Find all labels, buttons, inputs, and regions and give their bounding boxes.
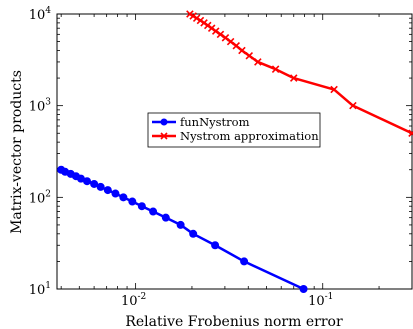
- data-point: [128, 197, 137, 206]
- data-point: [196, 16, 205, 25]
- data-point: [204, 21, 212, 30]
- data-point: [226, 37, 235, 46]
- data-point: [103, 186, 112, 195]
- data-point: [299, 285, 308, 293]
- y-tick-label: 102: [29, 189, 51, 206]
- x-axis-ticks: 10-2 10-1: [60, 14, 380, 309]
- y-tick-label: 104: [29, 6, 52, 23]
- data-point: [245, 52, 254, 60]
- legend: funNystrom Nystrom approximation: [147, 112, 321, 148]
- data-point: [221, 34, 230, 42]
- data-point: [200, 19, 208, 27]
- y-axis-ticks: 101 102 103 104: [29, 6, 412, 298]
- data-point: [189, 229, 198, 238]
- data-point: [211, 241, 220, 250]
- series-layer: [57, 10, 413, 293]
- plot-area: [56, 13, 413, 290]
- legend-box: [147, 112, 321, 148]
- data-point: [111, 189, 120, 198]
- data-point: [96, 182, 105, 191]
- data-point: [149, 207, 158, 216]
- data-point: [271, 65, 280, 73]
- data-point: [211, 27, 220, 35]
- data-point: [161, 213, 170, 222]
- data-point: [240, 257, 249, 266]
- x-tick-label: 10-2: [121, 292, 146, 309]
- data-point: [330, 85, 338, 94]
- data-point: [137, 202, 146, 211]
- y-tick-label: 101: [29, 281, 51, 298]
- data-point: [119, 193, 128, 202]
- data-point: [408, 129, 413, 138]
- data-point: [76, 174, 85, 183]
- legend-marker-funnystrom: [160, 118, 168, 126]
- x-tick-label: 10-1: [308, 292, 333, 309]
- data-point: [238, 46, 246, 55]
- data-point: [192, 14, 201, 22]
- x-axis-label: Relative Frobenius norm error: [125, 314, 343, 329]
- data-point: [90, 179, 99, 188]
- data-point: [254, 58, 262, 66]
- y-tick-label: 103: [29, 98, 52, 115]
- data-point: [176, 220, 185, 229]
- y-axis-label: Matrix-vector products: [9, 70, 25, 234]
- data-point: [289, 74, 298, 82]
- legend-label-nystrom: Nystrom approximation: [180, 129, 319, 143]
- data-point: [349, 101, 357, 110]
- series-funnystrom: [57, 165, 308, 293]
- legend-marker-nystrom: [160, 132, 168, 140]
- legend-label-funnystrom: funNystrom: [180, 115, 250, 129]
- data-point: [189, 12, 197, 20]
- series-nystrom-approximation: [186, 10, 413, 138]
- data-point: [216, 30, 225, 39]
- data-point: [83, 177, 92, 186]
